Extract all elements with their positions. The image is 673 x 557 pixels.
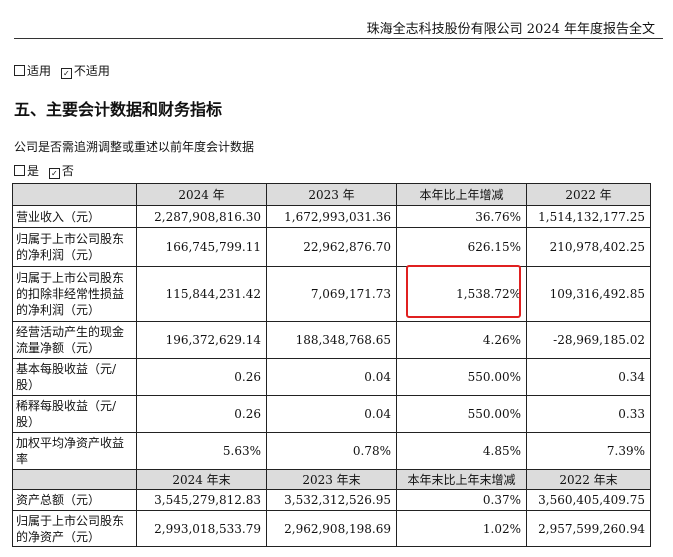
value-cell: 2,993,018,533.79 bbox=[136, 510, 267, 547]
row-label: 基本每股收益（元/股） bbox=[12, 358, 137, 396]
value-cell: 550.00% bbox=[396, 358, 527, 396]
header-cell: 2024 年 bbox=[136, 183, 267, 206]
value-cell: 109,316,492.85 bbox=[526, 266, 651, 322]
retro-adjust-question: 公司是否需追溯调整或重述以前年度会计数据 bbox=[14, 140, 255, 154]
value-cell: 2,962,908,198.69 bbox=[266, 510, 397, 547]
value-cell: 1,514,132,177.25 bbox=[526, 205, 651, 228]
header-cell bbox=[12, 469, 137, 490]
table-row: 归属于上市公司股东的净利润（元） 166,745,799.11 22,962,8… bbox=[12, 227, 651, 267]
value-cell: 1,672,993,031.36 bbox=[266, 205, 397, 228]
value-cell: 550.00% bbox=[396, 395, 527, 433]
row-label: 营业收入（元） bbox=[12, 205, 137, 228]
checkbox-applicable[interactable] bbox=[14, 65, 25, 76]
header-cell: 2023 年 bbox=[266, 183, 397, 206]
value-cell: 1.02% bbox=[396, 510, 527, 547]
applicability-options: 适用 ✓ 不适用 bbox=[14, 62, 110, 79]
header-cell: 2024 年末 bbox=[136, 469, 267, 490]
value-cell: 0.04 bbox=[266, 358, 397, 396]
row-label: 加权平均净资产收益率 bbox=[12, 432, 137, 470]
table-row: 经营活动产生的现金流量净额（元） 196,372,629.14 188,348,… bbox=[12, 321, 651, 359]
header-cell: 本年比上年增减 bbox=[396, 183, 527, 206]
table-row: 营业收入（元） 2,287,908,816.30 1,672,993,031.3… bbox=[12, 205, 651, 228]
value-cell: 196,372,629.14 bbox=[136, 321, 267, 359]
table-row: 稀释每股收益（元/股） 0.26 0.04 550.00% 0.33 bbox=[12, 395, 651, 433]
value-cell: 210,978,402.25 bbox=[526, 227, 651, 267]
value-cell: -28,969,185.02 bbox=[526, 321, 651, 359]
header-divider bbox=[14, 38, 663, 39]
value-cell: 0.37% bbox=[396, 489, 527, 511]
table-header-row: 2024 年末 2023 年末 本年末比上年末增减 2022 年末 bbox=[12, 469, 651, 490]
row-label: 资产总额（元） bbox=[12, 489, 137, 511]
value-cell: 3,545,279,812.83 bbox=[136, 489, 267, 511]
value-cell: 626.15% bbox=[396, 227, 527, 267]
value-cell: 0.34 bbox=[526, 358, 651, 396]
value-cell: 3,532,312,526.95 bbox=[266, 489, 397, 511]
retro-adjust-options: 是 ✓ 否 bbox=[14, 162, 74, 179]
highlighted-value-cell: 1,538.72% bbox=[396, 266, 527, 322]
value-cell: 0.26 bbox=[136, 395, 267, 433]
value-cell: 0.78% bbox=[266, 432, 397, 470]
table-row: 归属于上市公司股东的净资产（元） 2,993,018,533.79 2,962,… bbox=[12, 510, 651, 547]
value-cell: 0.33 bbox=[526, 395, 651, 433]
section-title: 五、主要会计数据和财务指标 bbox=[14, 100, 223, 119]
applicable-label: 适用 bbox=[27, 64, 52, 78]
table-row: 归属于上市公司股东的扣除非经常性损益的净利润（元） 115,844,231.42… bbox=[12, 266, 651, 322]
value-cell: 5.63% bbox=[136, 432, 267, 470]
row-label: 经营活动产生的现金流量净额（元） bbox=[12, 321, 137, 359]
value-cell: 7,069,171.73 bbox=[266, 266, 397, 322]
value-cell: 7.39% bbox=[526, 432, 651, 470]
value-cell: 22,962,876.70 bbox=[266, 227, 397, 267]
value-cell: 0.04 bbox=[266, 395, 397, 433]
value-cell: 2,287,908,816.30 bbox=[136, 205, 267, 228]
report-header-title: 珠海全志科技股份有限公司 2024 年年度报告全文 bbox=[366, 22, 655, 37]
value-cell: 188,348,768.65 bbox=[266, 321, 397, 359]
row-label: 归属于上市公司股东的净资产（元） bbox=[12, 510, 137, 547]
header-cell: 本年末比上年末增减 bbox=[396, 469, 527, 490]
value-cell: 2,957,599,260.94 bbox=[526, 510, 651, 547]
checkbox-not-applicable[interactable]: ✓ bbox=[60, 68, 72, 79]
row-label: 归属于上市公司股东的扣除非经常性损益的净利润（元） bbox=[12, 266, 137, 322]
header-cell: 2022 年 bbox=[526, 183, 651, 206]
table-row: 基本每股收益（元/股） 0.26 0.04 550.00% 0.34 bbox=[12, 358, 651, 396]
value-cell: 4.26% bbox=[396, 321, 527, 359]
checkbox-no[interactable]: ✓ bbox=[48, 168, 60, 179]
yes-label: 是 bbox=[27, 164, 40, 178]
value-cell: 4.85% bbox=[396, 432, 527, 470]
value-cell: 36.76% bbox=[396, 205, 527, 228]
table-row: 资产总额（元） 3,545,279,812.83 3,532,312,526.9… bbox=[12, 489, 651, 511]
header-cell: 2023 年末 bbox=[266, 469, 397, 490]
value-cell: 0.26 bbox=[136, 358, 267, 396]
no-label: 否 bbox=[61, 164, 74, 178]
row-label: 稀释每股收益（元/股） bbox=[12, 395, 137, 433]
header-cell: 2022 年末 bbox=[526, 469, 651, 490]
checkbox-yes[interactable] bbox=[14, 165, 25, 176]
table-row: 加权平均净资产收益率 5.63% 0.78% 4.85% 7.39% bbox=[12, 432, 651, 470]
table-header-row: 2024 年 2023 年 本年比上年增减 2022 年 bbox=[12, 183, 651, 206]
key-financial-table: 2024 年 2023 年 本年比上年增减 2022 年 营业收入（元） 2,2… bbox=[12, 183, 651, 547]
value-cell: 166,745,799.11 bbox=[136, 227, 267, 267]
row-label: 归属于上市公司股东的净利润（元） bbox=[12, 227, 137, 267]
value-cell: 115,844,231.42 bbox=[136, 266, 267, 322]
header-cell bbox=[12, 183, 137, 206]
value-cell: 3,560,405,409.75 bbox=[526, 489, 651, 511]
not-applicable-label: 不适用 bbox=[73, 64, 110, 78]
